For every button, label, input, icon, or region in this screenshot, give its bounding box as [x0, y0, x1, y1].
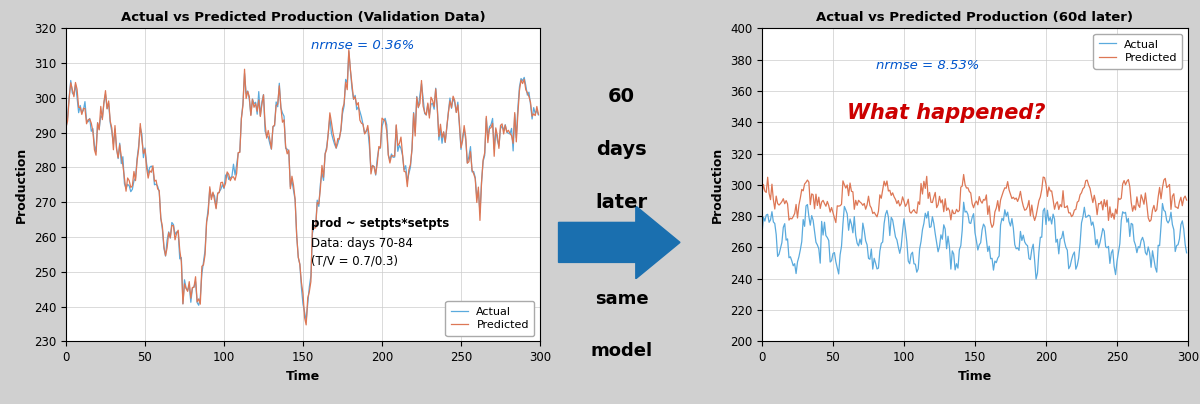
Actual	[756, 215, 770, 219]
Actual	[1008, 242, 1022, 247]
X-axis label: Time: Time	[958, 370, 992, 383]
Line: Predicted: Predicted	[66, 50, 539, 325]
Text: Data: days 70-84
(T/V = 0.7/0.3): Data: days 70-84 (T/V = 0.7/0.3)	[311, 237, 413, 268]
Predicted	[985, 225, 1000, 230]
Text: prod ~ setpts*setpts: prod ~ setpts*setpts	[311, 217, 449, 229]
Line: Actual: Actual	[762, 202, 1187, 279]
Text: nrmse = 8.53%: nrmse = 8.53%	[876, 59, 979, 72]
Actual	[59, 126, 73, 131]
Predicted	[1116, 181, 1130, 186]
Predicted	[532, 112, 546, 117]
Predicted	[352, 100, 366, 105]
Actual	[1009, 246, 1024, 251]
Actual	[342, 49, 356, 54]
Y-axis label: Production: Production	[16, 147, 29, 223]
FancyArrow shape	[558, 206, 680, 279]
Actual	[1180, 250, 1194, 255]
Actual	[352, 104, 366, 109]
Text: later: later	[595, 192, 648, 212]
Predicted	[755, 191, 769, 196]
Predicted	[340, 87, 354, 92]
Predicted	[490, 133, 504, 138]
Actual	[299, 318, 313, 323]
Predicted	[1180, 198, 1194, 202]
Text: What happened?: What happened?	[847, 103, 1045, 123]
Text: same: same	[595, 290, 648, 308]
Predicted	[59, 125, 73, 130]
Actual	[1028, 277, 1043, 282]
Title: Actual vs Predicted Production (Validation Data): Actual vs Predicted Production (Validati…	[121, 11, 485, 24]
Legend: Actual, Predicted: Actual, Predicted	[445, 301, 534, 336]
Predicted	[1009, 196, 1024, 200]
Actual	[956, 200, 971, 205]
Actual	[490, 138, 504, 143]
Predicted	[60, 119, 74, 124]
Text: 60: 60	[608, 87, 635, 107]
Actual	[1116, 209, 1130, 214]
Text: days: days	[596, 140, 647, 159]
Line: Actual: Actual	[66, 52, 539, 321]
Predicted	[1142, 219, 1157, 224]
Actual	[532, 113, 546, 118]
Actual	[1016, 233, 1031, 238]
Actual	[755, 232, 769, 237]
Line: Predicted: Predicted	[762, 175, 1187, 227]
Predicted	[299, 322, 313, 327]
Y-axis label: Production: Production	[712, 147, 725, 223]
Actual	[340, 81, 354, 86]
Actual	[60, 115, 74, 120]
Text: model: model	[590, 343, 653, 360]
Predicted	[956, 172, 971, 177]
Predicted	[756, 182, 770, 187]
Actual	[1142, 250, 1157, 255]
Predicted	[1018, 208, 1032, 213]
Legend: Actual, Predicted: Actual, Predicted	[1093, 34, 1182, 69]
Predicted	[343, 67, 358, 72]
Title: Actual vs Predicted Production (60d later): Actual vs Predicted Production (60d late…	[816, 11, 1134, 24]
X-axis label: Time: Time	[286, 370, 320, 383]
Predicted	[460, 161, 474, 166]
Text: nrmse = 0.36%: nrmse = 0.36%	[311, 39, 414, 52]
Predicted	[342, 47, 356, 52]
Actual	[343, 68, 358, 73]
Actual	[460, 161, 474, 166]
Predicted	[1010, 199, 1025, 204]
